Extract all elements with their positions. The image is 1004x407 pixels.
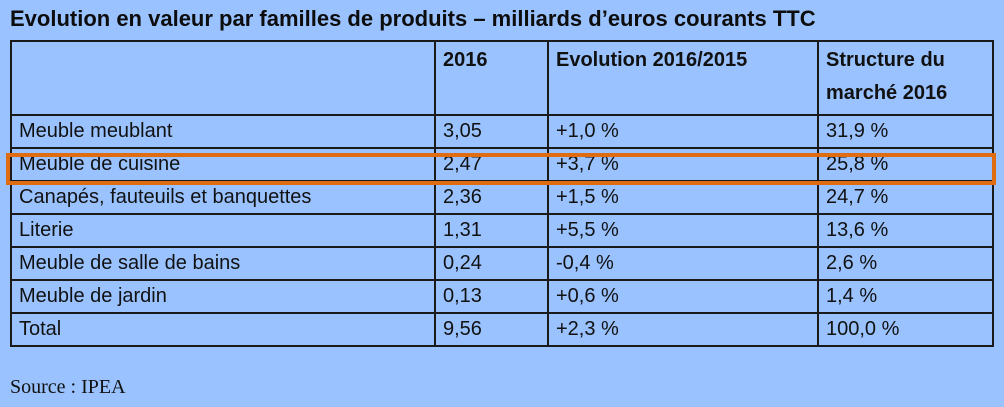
header-category xyxy=(10,40,436,116)
cell-value-2016: 2,47 xyxy=(434,147,549,182)
header-structure-label: Structure du marché 2016 xyxy=(826,49,948,104)
cell-category: Meuble de salle de bains xyxy=(10,246,436,281)
cell-value-2016: 2,36 xyxy=(434,180,549,215)
table-row-highlighted: Meuble de cuisine 2,47 +3,7 % 25,8 % xyxy=(10,147,994,182)
table-row: Canapés, fauteuils et banquettes 2,36 +1… xyxy=(10,180,994,215)
cell-category: Literie xyxy=(10,213,436,248)
header-structure: Structure du marché 2016 xyxy=(817,40,994,116)
source-note: Source : IPEA xyxy=(10,376,126,398)
table-row-total: Total 9,56 +2,3 % 100,0 % xyxy=(10,312,994,347)
market-table: 2016 Evolution 2016/2015 Structure du ma… xyxy=(10,40,994,347)
cell-category: Canapés, fauteuils et banquettes xyxy=(10,180,436,215)
table-header-row: 2016 Evolution 2016/2015 Structure du ma… xyxy=(10,40,994,116)
cell-structure: 13,6 % xyxy=(817,213,994,248)
cell-evolution: +1,0 % xyxy=(547,114,819,149)
cell-evolution: +2,3 % xyxy=(547,312,819,347)
table-row: Meuble de salle de bains 0,24 -0,4 % 2,6… xyxy=(10,246,994,281)
cell-structure: 25,8 % xyxy=(817,147,994,182)
cell-evolution: +3,7 % xyxy=(547,147,819,182)
cell-evolution: +0,6 % xyxy=(547,279,819,314)
cell-value-2016: 0,24 xyxy=(434,246,549,281)
cell-category: Total xyxy=(10,312,436,347)
cell-structure: 1,4 % xyxy=(817,279,994,314)
header-evolution: Evolution 2016/2015 xyxy=(547,40,819,116)
cell-structure: 24,7 % xyxy=(817,180,994,215)
cell-structure: 31,9 % xyxy=(817,114,994,149)
cell-value-2016: 9,56 xyxy=(434,312,549,347)
cell-structure: 2,6 % xyxy=(817,246,994,281)
cell-category: Meuble de cuisine xyxy=(10,147,436,182)
cell-value-2016: 3,05 xyxy=(434,114,549,149)
cell-evolution: +1,5 % xyxy=(547,180,819,215)
cell-value-2016: 1,31 xyxy=(434,213,549,248)
cell-structure: 100,0 % xyxy=(817,312,994,347)
header-2016: 2016 xyxy=(434,40,549,116)
table-row: Meuble de jardin 0,13 +0,6 % 1,4 % xyxy=(10,279,994,314)
cell-value-2016: 0,13 xyxy=(434,279,549,314)
cell-category: Meuble de jardin xyxy=(10,279,436,314)
table-row: Meuble meublant 3,05 +1,0 % 31,9 % xyxy=(10,114,994,149)
cell-evolution: +5,5 % xyxy=(547,213,819,248)
table-title: Evolution en valeur par familles de prod… xyxy=(10,6,816,31)
table-row: Literie 1,31 +5,5 % 13,6 % xyxy=(10,213,994,248)
cell-evolution: -0,4 % xyxy=(547,246,819,281)
cell-category: Meuble meublant xyxy=(10,114,436,149)
